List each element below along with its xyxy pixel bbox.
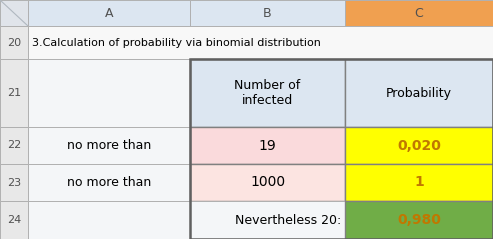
Bar xyxy=(0,164,28,201)
Text: Number of
infected: Number of infected xyxy=(234,79,301,107)
Bar xyxy=(190,127,345,164)
Text: Nevertheless 20:: Nevertheless 20: xyxy=(235,213,341,227)
Text: 23: 23 xyxy=(7,178,21,188)
Bar xyxy=(0,26,28,59)
Text: 0,980: 0,980 xyxy=(397,213,441,227)
Bar xyxy=(28,127,190,164)
Text: 24: 24 xyxy=(7,215,21,225)
Text: B: B xyxy=(263,6,272,20)
Text: 20: 20 xyxy=(7,38,21,48)
Bar xyxy=(0,59,28,127)
Text: no more than: no more than xyxy=(67,176,151,189)
Bar xyxy=(190,59,493,239)
Bar xyxy=(28,164,190,201)
Text: 1000: 1000 xyxy=(250,175,285,190)
Text: 21: 21 xyxy=(7,88,21,98)
Bar xyxy=(0,0,28,26)
Text: Probability: Probability xyxy=(386,87,452,99)
Bar xyxy=(190,59,345,127)
Text: A: A xyxy=(105,6,113,20)
Bar xyxy=(190,0,345,26)
Bar xyxy=(345,127,493,164)
Bar xyxy=(190,164,345,201)
Bar xyxy=(0,201,28,239)
Bar xyxy=(28,26,493,59)
Bar xyxy=(345,164,493,201)
Text: 0,020: 0,020 xyxy=(397,138,441,152)
Text: C: C xyxy=(415,6,423,20)
Bar xyxy=(28,59,190,127)
Bar xyxy=(345,0,493,26)
Text: 1: 1 xyxy=(414,175,424,190)
Text: 22: 22 xyxy=(7,141,21,151)
Bar xyxy=(28,0,190,26)
Text: 3.Calculation of probability via binomial distribution: 3.Calculation of probability via binomia… xyxy=(32,38,321,48)
Bar xyxy=(0,127,28,164)
Bar xyxy=(345,59,493,127)
Bar xyxy=(28,201,345,239)
Text: 19: 19 xyxy=(259,138,277,152)
Bar xyxy=(345,201,493,239)
Text: no more than: no more than xyxy=(67,139,151,152)
